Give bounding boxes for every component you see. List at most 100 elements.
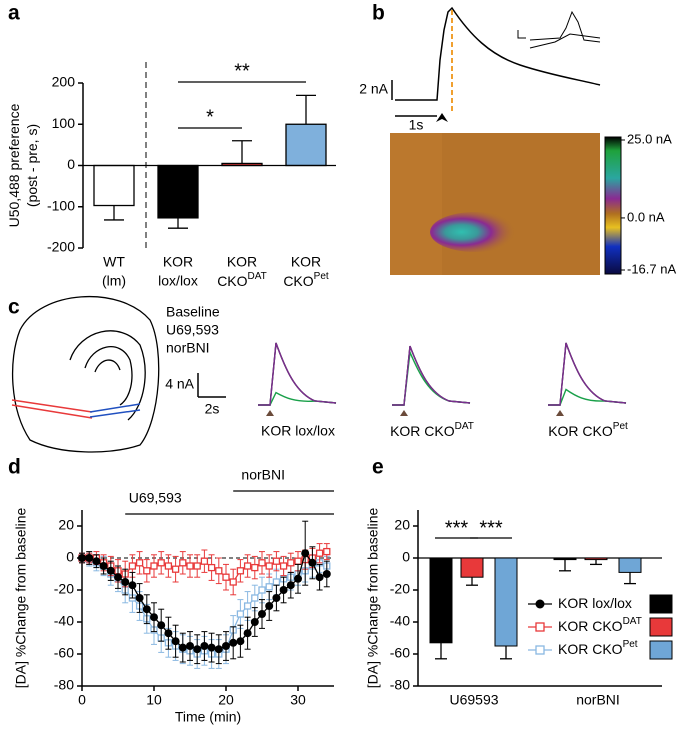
period-label: norBNI xyxy=(241,467,285,483)
point xyxy=(114,573,122,582)
point xyxy=(308,558,317,567)
point xyxy=(164,562,173,570)
significance: * xyxy=(206,106,214,128)
scale-label: 2s xyxy=(205,401,220,417)
scale-label: 1s xyxy=(409,117,424,133)
bar xyxy=(618,557,642,573)
y-tick-label: -80 xyxy=(54,677,74,693)
point xyxy=(186,642,194,650)
point xyxy=(236,567,245,575)
colorbar-label: -16.7 nA xyxy=(627,261,676,276)
inset-scale xyxy=(517,30,526,39)
point xyxy=(222,573,230,581)
point xyxy=(85,554,94,562)
point xyxy=(222,642,230,650)
point xyxy=(236,610,245,618)
legend-marker xyxy=(535,645,545,655)
point xyxy=(150,613,158,622)
point xyxy=(171,637,180,646)
point xyxy=(258,586,266,594)
bar xyxy=(429,557,453,644)
point xyxy=(258,610,266,618)
colorbar-label: 25.0 nA xyxy=(627,131,672,146)
point xyxy=(301,549,310,558)
panel-label: c xyxy=(8,296,20,319)
legend-sup: Pet xyxy=(623,639,638,650)
trace xyxy=(392,345,471,406)
bar xyxy=(285,123,327,167)
stim-arrow xyxy=(400,410,408,416)
point xyxy=(315,549,324,557)
point xyxy=(128,581,137,590)
trace xyxy=(548,388,627,406)
point xyxy=(135,594,144,602)
y-tick-label: 200 xyxy=(52,74,76,90)
heatmap-blob xyxy=(430,212,520,252)
trace-label-sup: DAT xyxy=(455,421,474,432)
y-axis-label: U50,488 preference (post - pre, s) xyxy=(6,103,40,227)
point xyxy=(78,554,86,562)
point xyxy=(193,562,201,570)
inset-trace xyxy=(529,10,601,49)
y-tick-label: 0 xyxy=(67,156,75,172)
electrode xyxy=(11,399,93,419)
x-tick-label-main: CKO xyxy=(283,273,313,289)
layout xyxy=(11,6,622,453)
bar xyxy=(584,557,608,561)
point xyxy=(193,645,202,654)
bar xyxy=(460,557,484,578)
point xyxy=(135,559,144,567)
legend-label: KOR CKODAT xyxy=(558,616,642,634)
significance: *** xyxy=(445,517,469,539)
x-tick-label: lox/lox xyxy=(158,273,198,289)
colorbar xyxy=(604,136,622,275)
trace xyxy=(258,391,337,406)
x-tick-label: KOR xyxy=(291,254,321,270)
legend-marker xyxy=(535,622,545,632)
panel-label: d xyxy=(8,456,21,479)
point xyxy=(229,578,237,586)
point xyxy=(178,643,187,652)
y-tick-label: 20 xyxy=(58,517,74,533)
trace-label-sup: Pet xyxy=(613,421,628,432)
point xyxy=(279,562,288,570)
trace xyxy=(392,349,471,406)
point xyxy=(243,602,252,610)
legend-marker xyxy=(535,599,545,609)
point xyxy=(286,581,295,590)
stim-arrow xyxy=(436,113,448,122)
bar xyxy=(494,557,518,647)
point xyxy=(229,638,238,647)
legend-label: norBNI xyxy=(166,340,210,356)
heatmap xyxy=(390,133,442,275)
trace-label: KOR CKOPet xyxy=(548,421,628,439)
trace-label: KOR lox/lox xyxy=(261,423,335,439)
y-tick-label: 20 xyxy=(394,517,410,533)
x-tick-label: U69593 xyxy=(449,692,498,708)
y-tick-label: -80 xyxy=(390,677,410,693)
x-tick-label: 10 xyxy=(146,692,162,708)
x-tick-label: 20 xyxy=(218,692,234,708)
x-tick-label: CKOPet xyxy=(283,271,329,289)
trace xyxy=(258,342,337,406)
point xyxy=(265,583,273,591)
point xyxy=(251,563,259,572)
point xyxy=(200,557,209,565)
x-tick-label: WT xyxy=(103,254,125,270)
point xyxy=(279,586,288,594)
y-tick-label: -60 xyxy=(390,645,410,661)
significance: *** xyxy=(479,517,503,539)
y-tick-label: -20 xyxy=(54,581,74,597)
trace xyxy=(258,342,337,406)
y-tick-label: 0 xyxy=(402,549,410,565)
point xyxy=(207,643,216,652)
x-tick-label: (lm) xyxy=(102,273,126,289)
y-tick-label: -40 xyxy=(390,613,410,629)
trace xyxy=(548,342,627,406)
legend-name: KOR lox/lox xyxy=(558,595,632,611)
legend-name: KOR CKO xyxy=(558,618,623,634)
y-label-line: (post - pre, s) xyxy=(24,124,40,207)
x-axis-label: Time (min) xyxy=(175,709,241,725)
x-tick-label-sup: Pet xyxy=(314,271,329,282)
